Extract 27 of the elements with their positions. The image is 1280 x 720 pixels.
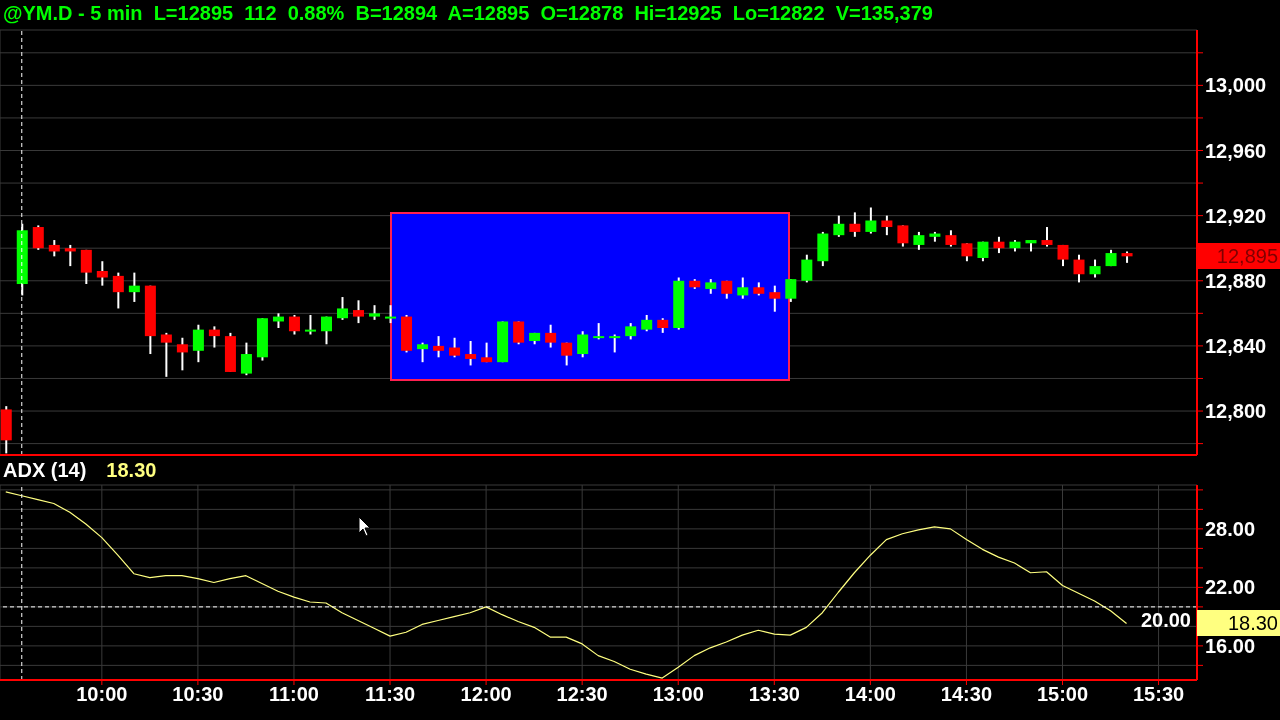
x-tick-label: 13:30 [748,683,800,706]
x-tick-label: 15:00 [1036,683,1089,706]
x-tick-label: 15:30 [1132,683,1185,706]
x-tick-label: 13:00 [652,683,704,706]
y-tick-label: 12,880 [1205,269,1267,292]
ref-line-label: 20.00 [1140,609,1191,632]
text: 18.30 [106,459,157,481]
x-tick-label: 14:00 [844,683,896,706]
x-tick-label: 12:00 [460,683,512,706]
x-tick-label: 10:30 [172,683,224,706]
y-tick-label: 16.00 [1205,634,1256,657]
chart-title: @YM.D - 5 min L=12895 112 0.88% B=12894 A=12895 O=12878 Hi=12925 Lo=12822 V=135,379 [3,2,933,24]
x-tick-label: 11:00 [268,683,319,706]
y-tick-label: 13,000 [1205,74,1267,97]
y-tick-label: 12,800 [1205,400,1267,423]
y-tick-label: 28.00 [1205,517,1256,540]
y-tick-label: 22.00 [1205,576,1256,599]
y-tick-label: 12,840 [1205,335,1267,357]
text: 12,895 [1197,243,1280,270]
y-tick-label: 12,920 [1205,204,1267,227]
text: 18.30 [1197,610,1280,637]
x-tick-label: 11:30 [365,683,416,706]
x-tick-label: 14:30 [940,683,993,706]
chart-title: ADX (14) [3,459,87,481]
y-tick-label: 12,960 [1205,139,1267,162]
x-tick-label: 10:00 [76,683,128,706]
x-tick-label: 12:30 [556,683,608,706]
